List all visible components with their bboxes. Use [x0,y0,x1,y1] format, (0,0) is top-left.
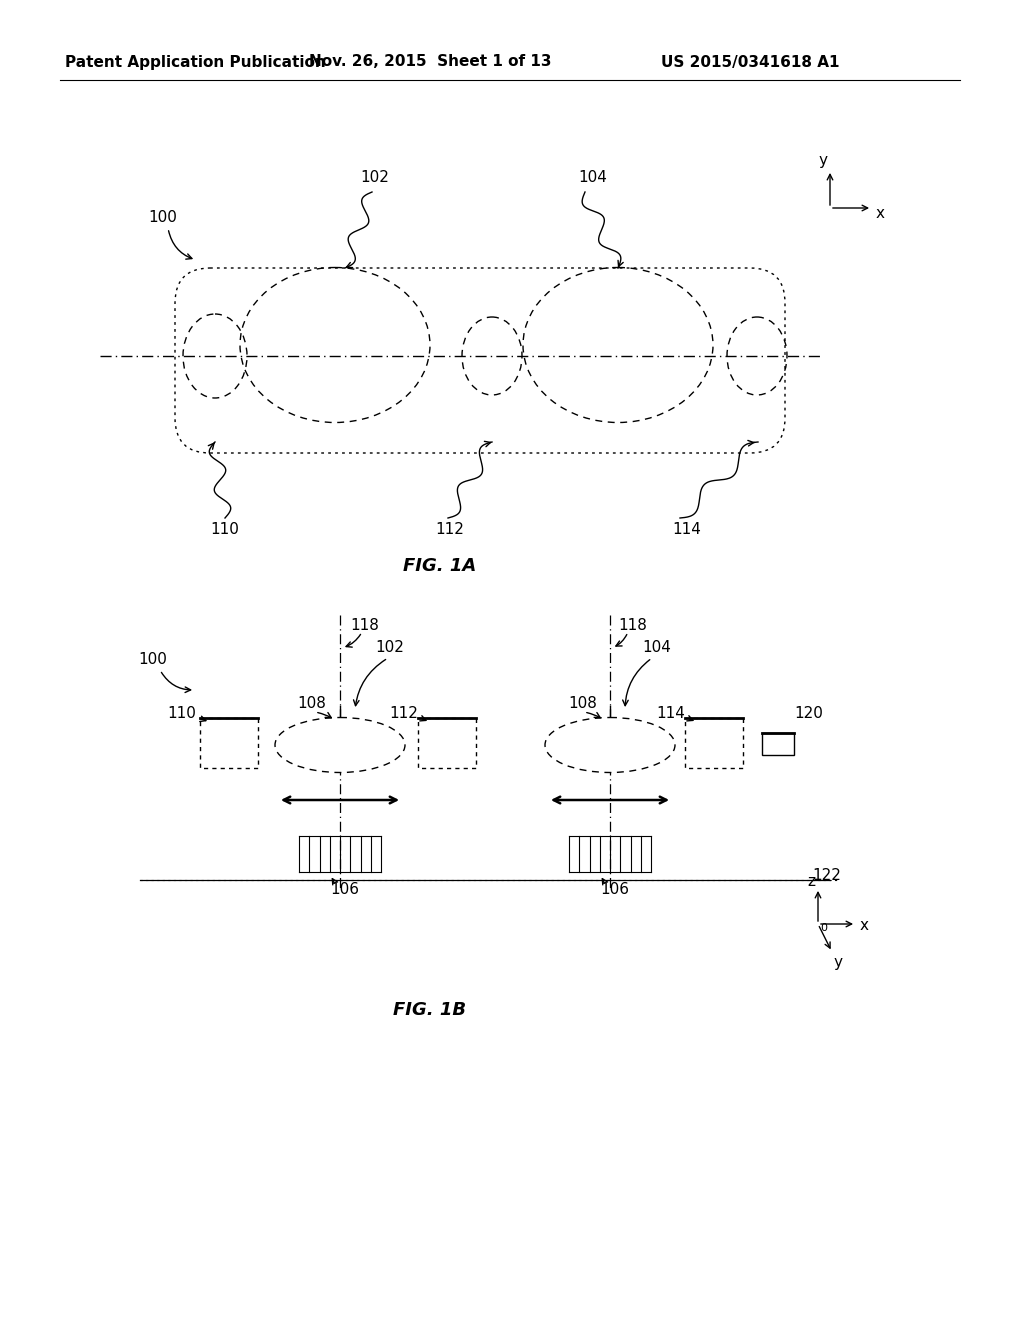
Text: 110: 110 [210,523,239,537]
Text: 110: 110 [167,705,196,721]
Ellipse shape [545,718,675,772]
Text: 100: 100 [148,210,177,226]
Text: 112: 112 [389,705,418,721]
Text: 106: 106 [600,883,629,898]
Text: 104: 104 [642,640,671,656]
Text: FIG. 1B: FIG. 1B [393,1001,467,1019]
Text: y: y [818,153,827,169]
Text: 122: 122 [812,869,841,883]
Text: 112: 112 [435,523,464,537]
Text: 108: 108 [568,697,597,711]
Text: 0: 0 [820,923,827,933]
Text: 118: 118 [350,618,379,632]
Text: y: y [834,954,843,969]
Ellipse shape [275,718,406,772]
Text: x: x [876,206,885,220]
Text: 100: 100 [138,652,167,668]
Text: 102: 102 [375,640,403,656]
Text: 108: 108 [297,697,326,711]
Text: Nov. 26, 2015  Sheet 1 of 13: Nov. 26, 2015 Sheet 1 of 13 [309,54,551,70]
Text: x: x [859,919,868,933]
Text: 102: 102 [360,170,389,186]
Text: 104: 104 [578,170,607,186]
Bar [762,733,794,755]
Text: z: z [807,874,815,888]
Text: FIG. 1A: FIG. 1A [403,557,476,576]
Text: 114: 114 [672,523,700,537]
Text: 106: 106 [330,883,359,898]
Text: 118: 118 [618,618,647,632]
Text: US 2015/0341618 A1: US 2015/0341618 A1 [660,54,840,70]
Text: 114: 114 [656,705,685,721]
Text: Patent Application Publication: Patent Application Publication [65,54,326,70]
Text: 120: 120 [794,705,823,721]
